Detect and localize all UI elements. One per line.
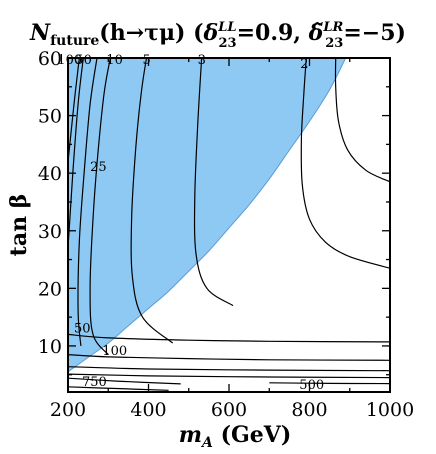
excluded-region	[68, 58, 347, 373]
y-tick-label: 60	[38, 48, 62, 70]
x-tick-label: 1000	[366, 399, 414, 421]
contour-line	[193, 58, 234, 307]
x-tick-label: 400	[130, 399, 166, 421]
contour-label: 50	[74, 321, 91, 336]
contour-line	[68, 333, 390, 343]
contour-line	[68, 58, 84, 249]
contour-label: 2	[300, 57, 308, 72]
axis-ticks	[67, 57, 391, 392]
contour-lines	[68, 58, 390, 391]
contour-line	[68, 386, 169, 391]
contour-line	[89, 58, 111, 355]
contour-label: 10	[106, 53, 123, 68]
contour-label: 500	[299, 378, 324, 393]
contour-label: 100	[57, 53, 82, 68]
y-tick-label: 40	[38, 163, 62, 185]
chart-title: Nfuture(h→τμ) (δLL 23=0.9, δ̃LR 23=−5)	[29, 20, 406, 51]
contour-line	[77, 58, 98, 346]
x-tick-label: 200	[50, 399, 86, 421]
contour-line	[130, 58, 174, 344]
y-axis-label: tan β	[6, 194, 32, 257]
y-tick-label: 30	[38, 221, 62, 243]
contour-line	[68, 354, 390, 361]
contour-label: 3	[198, 53, 206, 68]
contour-line	[68, 373, 390, 379]
contour-line	[68, 377, 181, 385]
y-tick-label: 50	[38, 106, 62, 128]
contour-line	[300, 58, 390, 269]
contour-line	[68, 366, 390, 372]
contour-label: 5	[143, 53, 151, 68]
contour-line	[68, 58, 80, 162]
y-tick-label: 20	[38, 278, 62, 300]
contour-label: 100	[102, 344, 127, 359]
axis-tick-labels: 200 400 600 800 1000 10 20 30 40 50 60	[38, 48, 414, 421]
x-axis-label: mA (GeV)	[179, 422, 292, 451]
contour-line	[334, 58, 390, 183]
x-tick-label: 800	[291, 399, 327, 421]
contour-label: 50	[75, 53, 92, 68]
x-tick-label: 600	[211, 399, 247, 421]
contour-label: 750	[82, 375, 107, 390]
contour-line	[269, 382, 390, 385]
contour-label: 25	[90, 160, 107, 175]
y-tick-label: 10	[38, 336, 62, 358]
